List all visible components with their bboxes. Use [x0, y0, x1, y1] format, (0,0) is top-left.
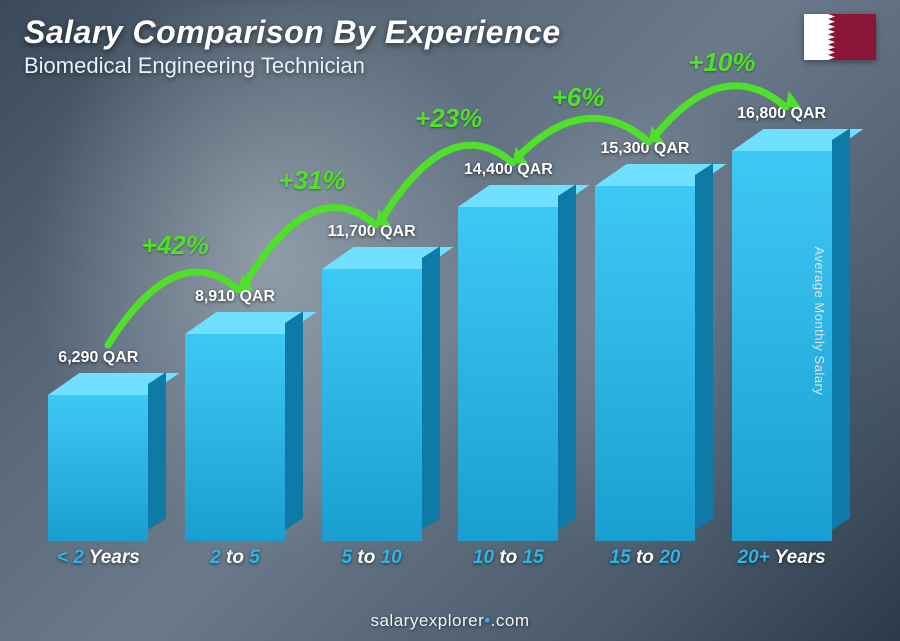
qatar-flag-icon — [804, 14, 876, 60]
bar-chart: 6,290 QAR 8,910 QAR 11,700 QAR 14,400 QA… — [30, 100, 850, 571]
bar-group: 6,290 QAR — [38, 395, 158, 541]
bar-front-face — [458, 207, 558, 541]
y-axis-label: Average Monthly Salary — [812, 246, 827, 395]
bar-group: 11,700 QAR — [312, 269, 432, 541]
bar-group: 8,910 QAR — [175, 334, 295, 541]
bar-side-face — [148, 372, 166, 530]
bar-group: 15,300 QAR — [585, 186, 705, 541]
footer-prefix: salaryexplorer — [370, 611, 484, 630]
x-axis-label: 2 to 5 — [175, 547, 295, 577]
increase-percent-label: +42% — [142, 230, 209, 261]
bar — [322, 269, 422, 541]
bar-group: 14,400 QAR — [448, 207, 568, 541]
bar-side-face — [558, 184, 576, 530]
x-axis-labels: < 2 Years 2 to 5 5 to 10 10 to 15 15 to 20 20… — [30, 547, 850, 577]
x-axis-label: 10 to 15 — [448, 547, 568, 577]
bar — [595, 186, 695, 541]
bar-value-label: 14,400 QAR — [438, 161, 578, 179]
footer-suffix: .com — [491, 611, 530, 630]
bar-side-face — [285, 311, 303, 530]
footer-attribution: salaryexplorer•.com — [0, 611, 900, 631]
bar-side-face — [832, 128, 850, 530]
chart-subtitle: Biomedical Engineering Technician — [24, 53, 876, 79]
increase-percent-label: +6% — [552, 82, 605, 113]
bar-front-face — [185, 334, 285, 541]
increase-percent-label: +31% — [278, 165, 345, 196]
bar-front-face — [595, 186, 695, 541]
bar-value-label: 16,800 QAR — [712, 105, 852, 123]
bar-front-face — [322, 269, 422, 541]
bar-side-face — [422, 246, 440, 530]
bar — [48, 395, 148, 541]
x-axis-label: 5 to 10 — [312, 547, 432, 577]
bar-value-label: 6,290 QAR — [28, 349, 168, 367]
bar-value-label: 8,910 QAR — [165, 288, 305, 306]
bar-value-label: 11,700 QAR — [302, 223, 442, 241]
x-axis-label: 20+ Years — [722, 547, 842, 577]
bars-container: 6,290 QAR 8,910 QAR 11,700 QAR 14,400 QA… — [30, 111, 850, 541]
increase-percent-label: +23% — [415, 103, 482, 134]
chart-title: Salary Comparison By Experience — [24, 14, 876, 51]
bar-side-face — [695, 163, 713, 530]
bar-value-label: 15,300 QAR — [575, 140, 715, 158]
header: Salary Comparison By Experience Biomedic… — [24, 14, 876, 79]
bar — [185, 334, 285, 541]
bar-front-face — [48, 395, 148, 541]
x-axis-label: < 2 Years — [38, 547, 158, 577]
bar — [458, 207, 558, 541]
x-axis-label: 15 to 20 — [585, 547, 705, 577]
